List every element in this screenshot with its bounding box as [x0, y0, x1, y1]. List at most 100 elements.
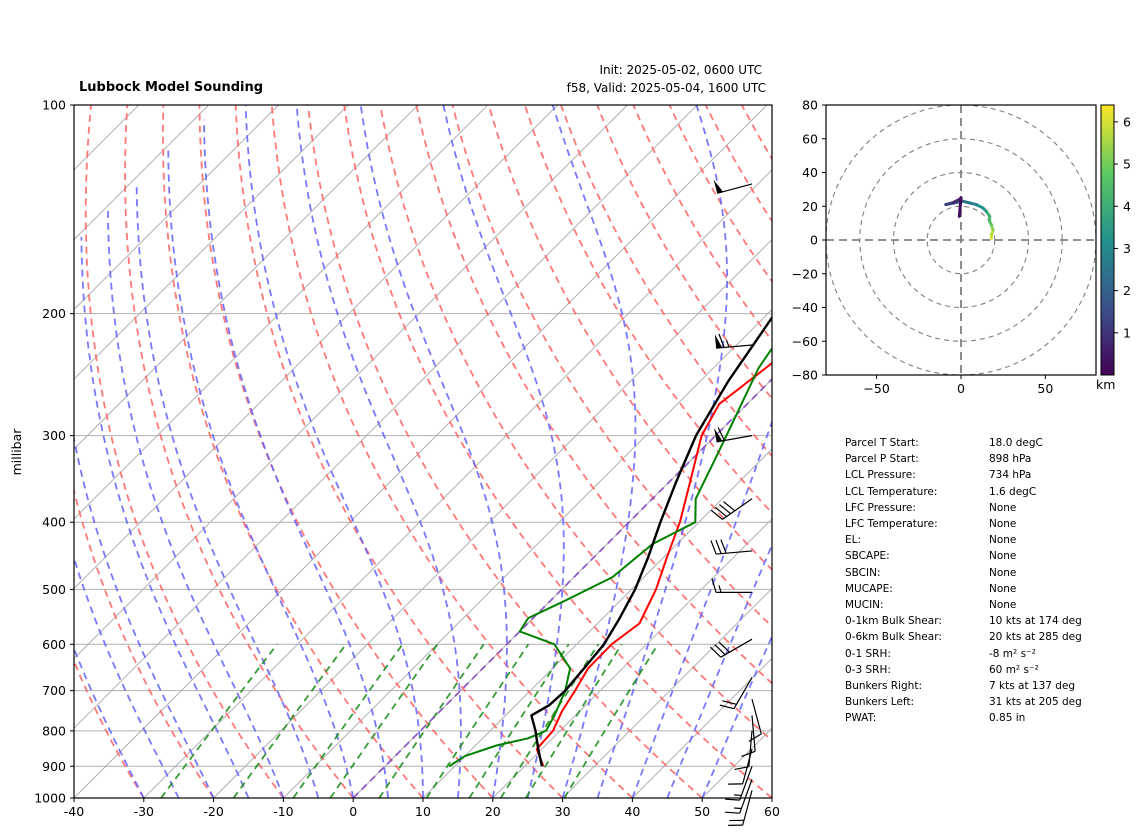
- colorbar: [1100, 104, 1115, 376]
- barb-full: [710, 540, 717, 555]
- param-value: 7 kts at 137 deg: [989, 680, 1076, 692]
- isotherm: [74, 105, 558, 590]
- param-row: SBCIN: None: [845, 567, 1142, 583]
- mixing-ratio-line: [468, 643, 570, 798]
- barb-full: [717, 427, 725, 441]
- isotherm: [143, 169, 772, 798]
- param-row: 0-3 SRH: 60 m² s⁻²: [845, 664, 1142, 680]
- dry-adiabat: [560, 105, 772, 458]
- valid-time: f58, Valid: 2025-05-04, 1600 UTC: [566, 81, 766, 95]
- moist-adiabat: [596, 105, 728, 798]
- param-label: Parcel T Start:: [845, 437, 919, 449]
- wind-barb: [709, 638, 753, 658]
- wind-barb: [719, 677, 753, 710]
- init-time: Init: 2025-05-02, 0600 UTC: [599, 63, 762, 77]
- dry-adiabat: [307, 105, 703, 798]
- param-value: 1.6 degC: [989, 485, 1037, 498]
- moist-adiabat: [107, 206, 285, 798]
- isotherm: [74, 105, 419, 450]
- param-label: 0-1 SRH:: [845, 647, 891, 660]
- moist-adiabat: [551, 105, 637, 798]
- barb-full: [709, 646, 722, 658]
- wind-barb: [710, 539, 753, 555]
- x-tick-label: 0: [349, 804, 357, 819]
- barb-full: [741, 750, 756, 758]
- param-value: 60 m² s⁻²: [989, 663, 1039, 676]
- x-tick-label: 60: [764, 804, 780, 819]
- param-row: EL: None: [845, 534, 1142, 550]
- dry-adiabat: [379, 105, 772, 742]
- mixing-ratio-line: [378, 643, 485, 798]
- moist-adiabat: [80, 236, 250, 798]
- barb-full: [722, 700, 737, 705]
- param-row: MUCIN: None: [845, 599, 1142, 615]
- param-label: 0-6km Bulk Shear:: [845, 631, 942, 644]
- dry-adiabat: [270, 105, 634, 798]
- barb-flag: [713, 179, 724, 194]
- dewpoint-profile: [448, 346, 772, 768]
- barb-full: [725, 798, 740, 801]
- y-tick-label: 900: [42, 759, 66, 774]
- barb-full: [719, 504, 732, 515]
- moist-adiabat: [295, 105, 462, 798]
- dry-adiabat: [451, 105, 772, 628]
- mixing-ratio-line: [232, 643, 347, 798]
- barb-full: [719, 704, 735, 710]
- barb-half: [725, 340, 730, 348]
- param-row: 0-1km Bulk Shear: 10 kts at 174 deg: [845, 615, 1142, 631]
- param-label: LFC Temperature:: [845, 518, 938, 530]
- chart-title: Lubbock Model Sounding: [79, 80, 264, 95]
- param-row: LFC Temperature: None: [845, 518, 1142, 534]
- param-label: Parcel P Start:: [845, 453, 919, 466]
- barb-staff: [742, 748, 753, 785]
- param-label: EL:: [845, 534, 862, 547]
- mixing-ratio-line: [160, 643, 278, 798]
- isotherm: [213, 238, 772, 798]
- param-label: LFC Pressure:: [845, 501, 916, 514]
- moist-adiabat: [701, 634, 772, 798]
- param-value: 10 kts at 174 deg: [989, 615, 1082, 628]
- param-row: LCL Pressure: 734 hPa: [845, 469, 1142, 485]
- param-row: MUCAPE: None: [845, 583, 1142, 599]
- y-tick-label: 100: [42, 98, 66, 113]
- hodo-y-tick-label: −60: [792, 334, 818, 349]
- isotherm: [422, 448, 772, 798]
- x-tick-label: -30: [134, 804, 154, 819]
- x-tick-label: -40: [64, 804, 84, 819]
- wind-barbs: [709, 179, 762, 826]
- wind-barb: [728, 790, 753, 826]
- wind-barb: [710, 498, 753, 520]
- barb-staff: [716, 550, 753, 555]
- param-value: 20 kts at 285 deg: [989, 631, 1082, 644]
- x-tick-label: 40: [624, 804, 640, 819]
- y-tick-label: 700: [42, 683, 66, 698]
- param-row: Bunkers Right: 7 kts at 137 deg: [845, 680, 1142, 696]
- hodo-y-tick-label: 60: [802, 131, 818, 146]
- param-row: Bunkers Left: 31 kts at 205 deg: [845, 696, 1142, 712]
- param-label: 0-3 SRH:: [845, 663, 891, 676]
- isotherm: [74, 105, 489, 520]
- param-row: 0-6km Bulk Shear: 20 kts at 285 deg: [845, 631, 1142, 647]
- barb-full: [734, 766, 749, 771]
- moist-adiabat: [631, 419, 772, 798]
- barb-full: [718, 333, 725, 348]
- moist-adiabat: [135, 183, 320, 798]
- y-tick-label: 300: [42, 428, 66, 443]
- moist-adiabat: [666, 542, 772, 798]
- barb-full: [714, 506, 727, 518]
- param-row: PWAT: 0.85 in: [845, 712, 1142, 728]
- barb-full: [718, 641, 730, 653]
- moist-adiabat: [74, 646, 145, 798]
- param-value: None: [989, 518, 1017, 530]
- y-tick-label: 500: [42, 582, 66, 597]
- param-value: 31 kts at 205 deg: [989, 696, 1082, 709]
- param-value: 734 hPa: [989, 469, 1032, 482]
- isotherm: [74, 105, 349, 380]
- y-tick-label: 600: [42, 637, 66, 652]
- wind-barb: [714, 427, 753, 443]
- barb-half: [734, 807, 742, 810]
- mixing-ratio-line: [563, 643, 659, 798]
- barb-full: [725, 811, 740, 814]
- isotherm: [492, 518, 772, 798]
